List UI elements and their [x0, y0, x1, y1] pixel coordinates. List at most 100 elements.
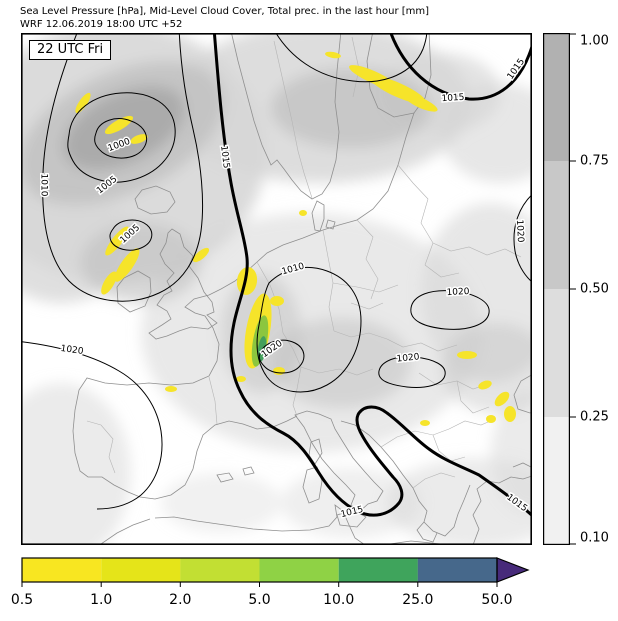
cloud-blob	[161, 473, 281, 533]
cloud-blob	[271, 318, 411, 408]
coastline-path	[116, 270, 152, 313]
coastline-path	[308, 438, 323, 465]
cloud-blob	[81, 223, 201, 303]
isobar-label: 1015	[441, 93, 465, 105]
isobar-label: 1015	[218, 145, 231, 169]
isobar-1015-bold	[389, 33, 532, 101]
precip-cb-tick-label: 10.0	[323, 592, 354, 608]
coastline-path	[325, 219, 336, 230]
cloud-blob	[491, 393, 532, 513]
cloud-cb-tick-label: 0.50	[580, 282, 609, 297]
isobar-1020	[258, 339, 305, 374]
precip-cell	[105, 226, 129, 256]
coastline-path	[216, 472, 234, 483]
isobar-label: 1020	[446, 287, 470, 298]
cloud-blob	[281, 468, 421, 538]
isobar-1020	[513, 194, 532, 283]
country-border	[386, 338, 458, 352]
country-border-layer	[86, 36, 522, 489]
isobar-bold-layer	[212, 33, 532, 518]
cloud-blob	[21, 383, 131, 545]
coastline-path	[336, 509, 367, 528]
chart-header: Sea Level Pressure [hPa], Mid-Level Clou…	[20, 5, 429, 31]
cloud-cb-segment	[543, 417, 570, 545]
precip-cell	[101, 271, 117, 295]
precip-cell	[325, 51, 341, 59]
coastline-path	[322, 112, 415, 231]
precip-cell	[299, 210, 307, 216]
isobar-1005	[67, 92, 176, 183]
cloud-cb-tick-label: 0.10	[580, 531, 609, 546]
precip-cell	[478, 380, 492, 390]
country-border	[86, 420, 116, 474]
cloud-blob	[441, 83, 532, 183]
isobar-label: 1020	[60, 344, 84, 357]
cloud-cb-frame	[543, 33, 570, 545]
country-border	[424, 264, 460, 278]
precip-cell	[420, 420, 430, 426]
cloud-blob	[63, 86, 185, 170]
coastline-path	[134, 185, 176, 215]
precip-cell	[75, 92, 91, 114]
isobar-1010	[42, 33, 204, 302]
isobar-1005	[109, 219, 153, 251]
isobar-label: 1020	[396, 352, 420, 364]
isobar-1015-bold	[212, 33, 532, 518]
map-frame	[21, 33, 532, 545]
isobar-label: 1010	[39, 174, 49, 197]
country-border	[350, 302, 384, 310]
precip-cb-tick-label: 5.0	[248, 592, 270, 608]
isobar-1000	[94, 118, 147, 159]
coastline-path	[416, 521, 438, 543]
precip-cell	[165, 386, 177, 392]
cloud-cb-segment	[543, 161, 570, 289]
precip-cb-tick-label: 1.0	[90, 592, 112, 608]
coastline-path	[512, 462, 532, 468]
country-border	[412, 472, 456, 489]
precip-colorbar: 0.5 1.0 2.0 5.0 10.0 25.0 50.0	[11, 557, 530, 608]
cloud-cb-tick-label: 1.00	[580, 34, 609, 49]
cloud-cb-segment	[543, 33, 570, 161]
chart-title: Sea Level Pressure [hPa], Mid-Level Clou…	[20, 6, 430, 17]
weather-map-svg: 1000 1005 1005 1010 1010 1015 1015 1015 …	[21, 33, 532, 545]
country-border	[397, 164, 434, 266]
country-border	[432, 242, 522, 258]
country-border	[332, 282, 399, 293]
precip-cell	[494, 391, 510, 407]
country-border	[300, 366, 374, 376]
cloud-cb-tick-label: 0.25	[580, 410, 609, 425]
precip-cb-tick-label: 0.5	[11, 592, 33, 608]
coastline-path	[472, 475, 532, 545]
precip-cell	[114, 248, 140, 282]
isobar-1020	[410, 290, 490, 330]
precip-cb-over-arrow	[496, 557, 530, 583]
precip-cell	[192, 247, 210, 263]
coastline-path	[148, 228, 218, 340]
cloud-cb-segment	[543, 289, 570, 417]
coastline-path	[231, 33, 342, 200]
precip-cb-segment	[180, 558, 260, 582]
precip-cb-segment	[259, 558, 339, 582]
isobar-1010	[256, 266, 362, 393]
coastline-path	[72, 229, 324, 500]
cloud-cover-colorbar: 1.00 0.75 0.50 0.25 0.10	[543, 33, 609, 546]
coastline-path	[242, 466, 255, 476]
precip-cb-segment	[22, 558, 102, 582]
precip-cb-segment	[338, 558, 418, 582]
coastline-path	[340, 420, 471, 537]
precip-cb-tick-label: 2.0	[169, 592, 191, 608]
precip-cb-tick-label: 25.0	[402, 592, 433, 608]
coastline-path	[98, 518, 151, 545]
precip-cell	[236, 376, 246, 382]
country-border	[456, 380, 490, 414]
country-border	[380, 428, 450, 448]
precip-cell	[104, 115, 134, 135]
country-border	[282, 332, 302, 417]
precip-cell	[504, 406, 516, 422]
precip-cell	[273, 367, 285, 375]
cloud-dark-group	[63, 86, 185, 170]
cloud-cb-tick-label: 0.75	[580, 154, 609, 169]
precip-cb-segment	[101, 558, 181, 582]
coastline-path	[302, 466, 323, 504]
